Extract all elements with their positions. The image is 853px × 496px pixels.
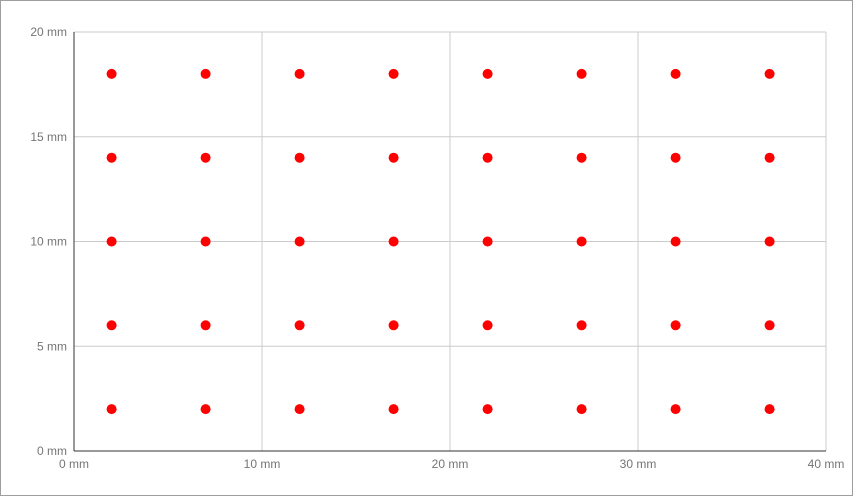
data-point <box>670 236 681 247</box>
data-point <box>764 152 775 163</box>
data-point <box>294 320 305 331</box>
data-point <box>200 404 211 415</box>
data-point <box>670 320 681 331</box>
data-point <box>388 152 399 163</box>
data-point <box>106 320 117 331</box>
y-tick-label: 0 mm <box>37 444 67 458</box>
data-point <box>388 320 399 331</box>
data-point <box>670 68 681 79</box>
y-tick-label: 10 mm <box>30 235 67 249</box>
data-point <box>482 152 493 163</box>
y-tick-label: 15 mm <box>30 130 67 144</box>
data-point <box>576 152 587 163</box>
data-point <box>764 236 775 247</box>
data-point <box>106 236 117 247</box>
x-tick-label: 10 mm <box>244 457 281 471</box>
data-point <box>388 404 399 415</box>
x-tick-label: 30 mm <box>620 457 657 471</box>
y-tick-label: 20 mm <box>30 25 67 39</box>
x-tick-label: 0 mm <box>59 457 89 471</box>
data-point <box>482 68 493 79</box>
data-point <box>482 404 493 415</box>
data-point <box>482 320 493 331</box>
data-point <box>294 68 305 79</box>
x-tick-label: 40 mm <box>808 457 845 471</box>
data-point <box>106 68 117 79</box>
data-point <box>764 404 775 415</box>
x-tick-label: 20 mm <box>432 457 469 471</box>
data-point <box>200 236 211 247</box>
data-point <box>294 152 305 163</box>
data-point <box>200 152 211 163</box>
data-point <box>106 404 117 415</box>
data-point <box>106 152 117 163</box>
data-point <box>670 152 681 163</box>
y-tick-label: 5 mm <box>37 339 67 353</box>
data-point <box>294 404 305 415</box>
data-point <box>576 68 587 79</box>
data-point <box>764 68 775 79</box>
data-point <box>576 320 587 331</box>
data-point <box>294 236 305 247</box>
data-point <box>576 404 587 415</box>
data-point <box>482 236 493 247</box>
data-point <box>388 68 399 79</box>
data-point <box>764 320 775 331</box>
data-point <box>576 236 587 247</box>
data-point <box>670 404 681 415</box>
data-point <box>200 68 211 79</box>
data-point <box>388 236 399 247</box>
data-point <box>200 320 211 331</box>
